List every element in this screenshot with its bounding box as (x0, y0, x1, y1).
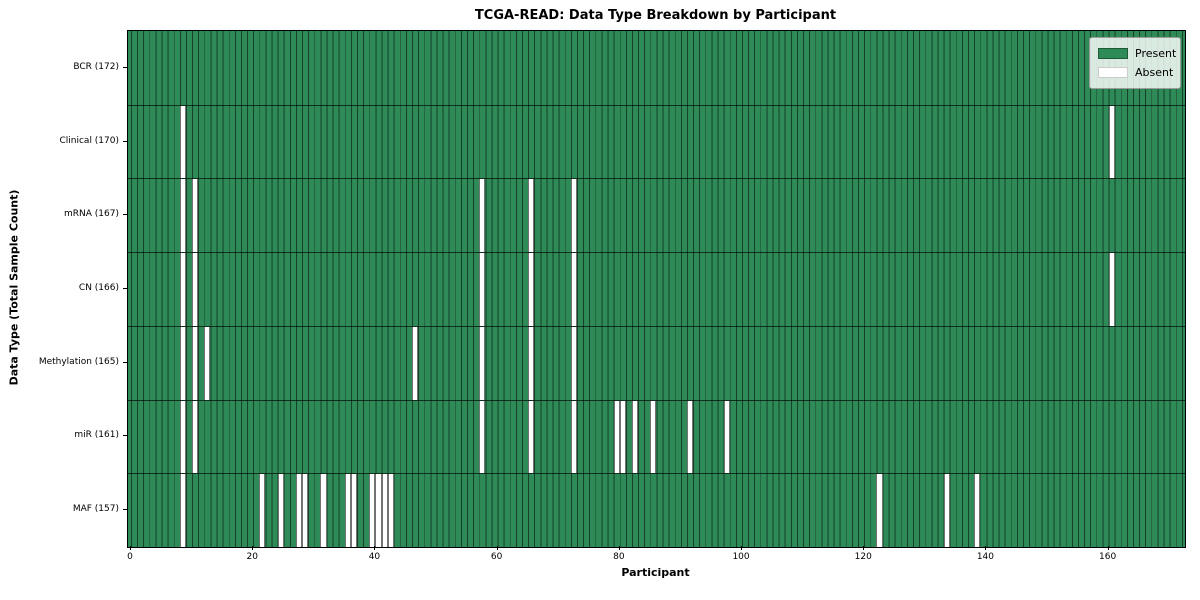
y-tick-label-miR: miR (161) (74, 430, 119, 441)
absent-bar-MAF-31 (320, 474, 327, 547)
y-tick-label-CN: CN (166) (78, 283, 119, 293)
absent-bar-Methylation-57 (479, 326, 486, 400)
legend-label-absent: Absent (1135, 66, 1174, 79)
data-row-BCR (128, 31, 1185, 105)
y-tick-miR (123, 435, 127, 437)
absent-bar-MAF-27 (296, 474, 303, 547)
y-tick-Methylation (123, 361, 127, 363)
absent-bar-Methylation-12 (204, 326, 211, 400)
data-row-Methylation (128, 325, 1185, 400)
absent-bar-miR-80 (619, 400, 626, 474)
y-tick-label-Clinical: Clinical (170) (59, 135, 119, 146)
x-tick-120 (863, 546, 865, 550)
legend: Present Absent (1089, 37, 1181, 89)
absent-bar-Methylation-65 (528, 326, 535, 400)
absent-bar-MAF-21 (259, 474, 266, 547)
y-tick-BCR (123, 66, 127, 68)
absent-bar-miR-8 (179, 400, 187, 474)
present-swatch-icon (1098, 48, 1128, 59)
absent-bar-miR-85 (650, 400, 657, 474)
x-tick-label-60: 60 (490, 552, 503, 562)
absent-bar-CN-65 (528, 253, 535, 326)
absent-bar-MAF-40 (375, 474, 382, 547)
y-tick-label-Methylation: Methylation (165) (38, 356, 119, 367)
absent-bar-MAF-42 (387, 474, 394, 547)
x-tick-label-40: 40 (368, 552, 381, 562)
absent-bar-Clinical-160 (1108, 105, 1115, 179)
x-tick-label-100: 100 (732, 552, 750, 562)
x-tick-60 (496, 546, 498, 550)
y-tick-MAF (123, 509, 127, 511)
absent-bar-miR-79 (613, 400, 620, 474)
legend-item-present: Present (1098, 44, 1176, 63)
x-tick-label-0: 0 (127, 552, 133, 562)
absent-bar-MAF-35 (344, 474, 351, 547)
absent-bar-miR-65 (528, 400, 535, 474)
absent-bar-MAF-41 (381, 474, 388, 547)
absent-bar-miR-97 (723, 400, 730, 474)
absent-bar-MAF-8 (179, 474, 187, 547)
absent-bar-CN-57 (479, 253, 486, 326)
absent-bar-MAF-24 (277, 474, 284, 547)
data-row-mRNA (128, 178, 1185, 253)
data-row-CN (128, 252, 1185, 326)
chart-title: TCGA-READ: Data Type Breakdown by Partic… (474, 8, 837, 23)
x-tick-label-120: 120 (854, 552, 872, 562)
x-tick-100 (741, 546, 743, 550)
absent-bar-mRNA-10 (192, 179, 199, 253)
legend-label-present: Present (1135, 47, 1177, 60)
y-tick-CN (123, 288, 127, 289)
x-tick-20 (252, 546, 254, 550)
absent-bar-mRNA-57 (479, 179, 486, 253)
x-tick-label-160: 160 (1099, 552, 1117, 562)
y-tick-label-mRNA: mRNA (167) (64, 209, 119, 220)
x-tick-0 (130, 546, 132, 550)
absent-bar-MAF-138 (974, 474, 981, 547)
absent-bar-mRNA-65 (528, 179, 535, 253)
absent-swatch-icon (1098, 67, 1128, 78)
absent-bar-CN-160 (1108, 253, 1115, 326)
absent-bar-miR-72 (570, 400, 578, 474)
absent-bar-miR-91 (687, 400, 694, 474)
y-tick-label-MAF: MAF (157) (72, 504, 119, 515)
x-tick-label-80: 80 (613, 552, 625, 562)
data-row-Clinical (128, 104, 1185, 179)
absent-bar-MAF-36 (351, 474, 358, 547)
absent-bar-Methylation-10 (192, 326, 199, 400)
x-tick-160 (1107, 546, 1109, 550)
absent-bar-CN-8 (179, 253, 187, 326)
absent-bar-mRNA-72 (570, 179, 578, 253)
legend-item-absent: Absent (1098, 63, 1174, 82)
absent-bar-CN-72 (570, 253, 578, 326)
data-row-miR (128, 399, 1185, 474)
y-tick-mRNA (123, 214, 127, 216)
x-tick-40 (374, 546, 376, 550)
y-tick-label-BCR: BCR (172) (73, 61, 119, 72)
x-tick-label-140: 140 (976, 552, 995, 562)
absent-bar-Clinical-8 (179, 105, 187, 179)
absent-bar-CN-10 (192, 253, 199, 326)
absent-bar-Methylation-8 (179, 326, 187, 400)
data-row-MAF (128, 473, 1185, 547)
absent-bar-miR-10 (192, 400, 199, 474)
x-tick-80 (618, 546, 620, 550)
plot-area (127, 30, 1186, 548)
x-tick-label-20: 20 (246, 552, 258, 562)
absent-bar-Methylation-46 (412, 326, 419, 400)
absent-bar-mRNA-8 (179, 179, 187, 253)
x-tick-140 (985, 546, 987, 550)
absent-bar-MAF-122 (876, 474, 883, 547)
y-axis-label: Data Type (Total Sample Count) (7, 189, 21, 386)
y-tick-Clinical (123, 140, 127, 142)
absent-bar-MAF-133 (943, 474, 950, 547)
absent-bar-miR-82 (632, 400, 639, 474)
absent-bar-MAF-28 (302, 474, 309, 547)
x-axis-label: Participant (621, 566, 690, 579)
absent-bar-MAF-39 (369, 474, 376, 547)
absent-bar-miR-57 (479, 400, 486, 474)
absent-bar-Methylation-72 (570, 326, 578, 400)
